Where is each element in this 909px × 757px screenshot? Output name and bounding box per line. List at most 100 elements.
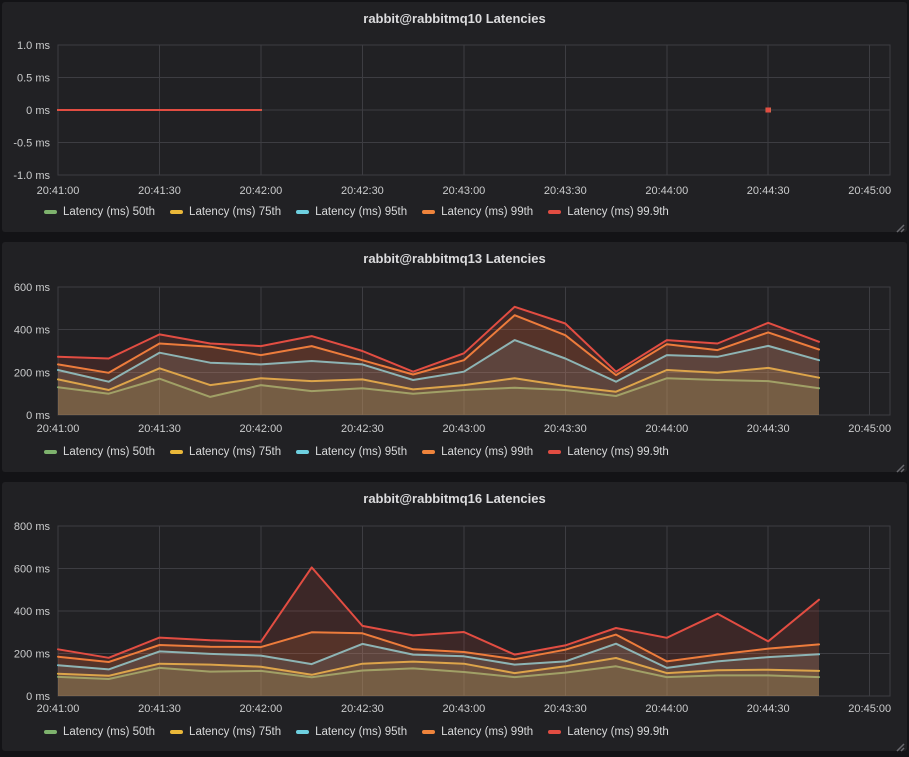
y-axis-tick: 0 ms bbox=[26, 105, 50, 117]
series-line bbox=[57, 377, 820, 398]
legend-label: Latency (ms) 99th bbox=[441, 446, 534, 458]
y-axis-tick: 400 ms bbox=[14, 325, 51, 337]
resize-handle-icon[interactable] bbox=[895, 739, 905, 752]
series-area bbox=[58, 567, 819, 696]
series-area bbox=[58, 658, 819, 696]
legend-item[interactable]: Latency (ms) 99th bbox=[422, 206, 533, 218]
panel-title[interactable]: rabbit@rabbitmq13 Latencies bbox=[363, 251, 546, 266]
legend-label: Latency (ms) 99.9th bbox=[567, 446, 669, 458]
legend-label: Latency (ms) 99th bbox=[441, 726, 534, 738]
legend-item[interactable]: Latency (ms) 75th bbox=[170, 446, 281, 458]
legend-swatch-icon bbox=[44, 730, 57, 734]
legend-item[interactable]: Latency (ms) 50th bbox=[44, 446, 155, 458]
legend-swatch-icon bbox=[170, 450, 184, 454]
resize-handle-icon[interactable] bbox=[895, 460, 905, 473]
series-line bbox=[57, 366, 820, 393]
legend-label: Latency (ms) 99.9th bbox=[567, 726, 669, 738]
legend: Latency (ms) 50th Latency (ms) 75th Latenc… bbox=[44, 726, 669, 738]
legend-label: Latency (ms) 75th bbox=[189, 206, 282, 218]
series-area bbox=[58, 666, 819, 696]
legend-swatch-icon bbox=[296, 730, 310, 734]
y-axis-tick: 600 ms bbox=[14, 282, 51, 294]
legend-swatch-icon bbox=[170, 210, 184, 214]
legend-item[interactable]: Latency (ms) 95th bbox=[296, 446, 407, 458]
legend-swatch-icon bbox=[548, 210, 562, 214]
legend-item[interactable]: Latency (ms) 95th bbox=[296, 206, 407, 218]
chart-canvas[interactable]: 20:41:00 20:41:30 20:42:00 20:42:30 20:43:00… bbox=[2, 482, 907, 751]
series-line bbox=[57, 339, 820, 383]
series-area bbox=[58, 378, 819, 415]
legend-item[interactable]: Latency (ms) 75th bbox=[170, 206, 281, 218]
legend-label: Latency (ms) 99th bbox=[441, 206, 534, 218]
chart-canvas[interactable]: 20:41:00 20:41:30 20:42:00 20:42:30 20:43:00… bbox=[2, 2, 907, 232]
legend-swatch-icon bbox=[422, 730, 436, 734]
series-area bbox=[58, 315, 819, 415]
legend-swatch-icon bbox=[170, 730, 184, 734]
series-point bbox=[765, 107, 771, 113]
panel-title[interactable]: rabbit@rabbitmq16 Latencies bbox=[363, 491, 546, 506]
chart-canvas[interactable]: 20:41:00 20:41:30 20:42:00 20:42:30 20:43:00… bbox=[2, 242, 907, 472]
series-area bbox=[58, 632, 819, 696]
legend-label: Latency (ms) 75th bbox=[189, 726, 282, 738]
x-axis-tick: 20:44:30 bbox=[747, 703, 790, 715]
x-axis-tick: 20:43:00 bbox=[442, 423, 485, 435]
x-axis-tick: 20:43:00 bbox=[442, 703, 485, 715]
x-axis-tick: 20:45:00 bbox=[848, 185, 891, 197]
x-axis-tick: 20:44:30 bbox=[747, 423, 790, 435]
x-axis-tick: 20:44:30 bbox=[747, 185, 790, 197]
x-axis-tick: 20:44:00 bbox=[645, 703, 688, 715]
series-area bbox=[58, 367, 819, 415]
y-axis-tick: -1.0 ms bbox=[13, 170, 50, 182]
x-axis-tick: 20:41:30 bbox=[138, 185, 181, 197]
legend-swatch-icon bbox=[422, 450, 436, 454]
series-line bbox=[57, 657, 820, 677]
y-axis-tick: 400 ms bbox=[14, 606, 51, 618]
legend: Latency (ms) 50th Latency (ms) 75th Latenc… bbox=[44, 446, 669, 458]
legend-item[interactable]: Latency (ms) 50th bbox=[44, 726, 155, 738]
panel-rabbitmq10-latencies: rabbit@rabbitmq10 Latencies 20:41:00 20:4… bbox=[2, 2, 907, 233]
series-line bbox=[57, 665, 820, 680]
x-axis-tick: 20:42:30 bbox=[341, 185, 384, 197]
x-axis-tick: 20:43:30 bbox=[544, 185, 587, 197]
x-axis-tick: 20:42:30 bbox=[341, 423, 384, 435]
y-axis-tick: 200 ms bbox=[14, 649, 51, 661]
latency-chart[interactable]: 20:41:00 20:41:30 20:42:00 20:42:30 20:43:00… bbox=[2, 2, 907, 232]
y-axis-tick: 0.5 ms bbox=[17, 73, 51, 85]
series-area bbox=[58, 340, 819, 415]
x-axis-tick: 20:42:00 bbox=[239, 703, 282, 715]
legend-swatch-icon bbox=[44, 450, 57, 454]
legend-item[interactable]: Latency (ms) 95th bbox=[296, 726, 407, 738]
legend-label: Latency (ms) 95th bbox=[315, 206, 408, 218]
legend-item[interactable]: Latency (ms) 99th bbox=[422, 726, 533, 738]
legend-label: Latency (ms) 75th bbox=[189, 446, 282, 458]
legend-swatch-icon bbox=[296, 450, 310, 454]
legend-item[interactable]: Latency (ms) 99.9th bbox=[548, 726, 669, 738]
panel-title[interactable]: rabbit@rabbitmq10 Latencies bbox=[363, 11, 546, 26]
x-axis-tick: 20:43:30 bbox=[544, 423, 587, 435]
legend-item[interactable]: Latency (ms) 99th bbox=[422, 446, 533, 458]
legend-item[interactable]: Latency (ms) 99.9th bbox=[548, 206, 669, 218]
latency-chart[interactable]: 20:41:00 20:41:30 20:42:00 20:42:30 20:43:00… bbox=[2, 482, 907, 751]
legend-item[interactable]: Latency (ms) 99.9th bbox=[548, 446, 669, 458]
legend-item[interactable]: Latency (ms) 50th bbox=[44, 206, 155, 218]
legend-item[interactable]: Latency (ms) 75th bbox=[170, 726, 281, 738]
x-axis-tick: 20:43:30 bbox=[544, 703, 587, 715]
y-axis-tick: 800 ms bbox=[14, 521, 51, 533]
y-axis-tick: 1.0 ms bbox=[17, 40, 51, 52]
x-axis-tick: 20:42:00 bbox=[239, 185, 282, 197]
legend-label: Latency (ms) 50th bbox=[63, 206, 156, 218]
series-line bbox=[57, 314, 820, 377]
x-axis-tick: 20:41:30 bbox=[138, 423, 181, 435]
y-axis-tick: 0 ms bbox=[26, 691, 50, 703]
legend-label: Latency (ms) 99.9th bbox=[567, 206, 669, 218]
resize-handle-icon[interactable] bbox=[895, 220, 905, 233]
series-line bbox=[57, 566, 820, 659]
series-area bbox=[58, 306, 819, 415]
legend: Latency (ms) 50th Latency (ms) 75th Latenc… bbox=[44, 206, 669, 218]
series-line bbox=[57, 631, 820, 663]
latency-chart[interactable]: 20:41:00 20:41:30 20:42:00 20:42:30 20:43:00… bbox=[2, 242, 907, 472]
x-axis-tick: 20:43:00 bbox=[442, 185, 485, 197]
legend-swatch-icon bbox=[548, 730, 562, 734]
x-axis-tick: 20:41:00 bbox=[37, 423, 80, 435]
panel-rabbitmq13-latencies: rabbit@rabbitmq13 Latencies 20:41:00 20:4… bbox=[2, 242, 907, 473]
